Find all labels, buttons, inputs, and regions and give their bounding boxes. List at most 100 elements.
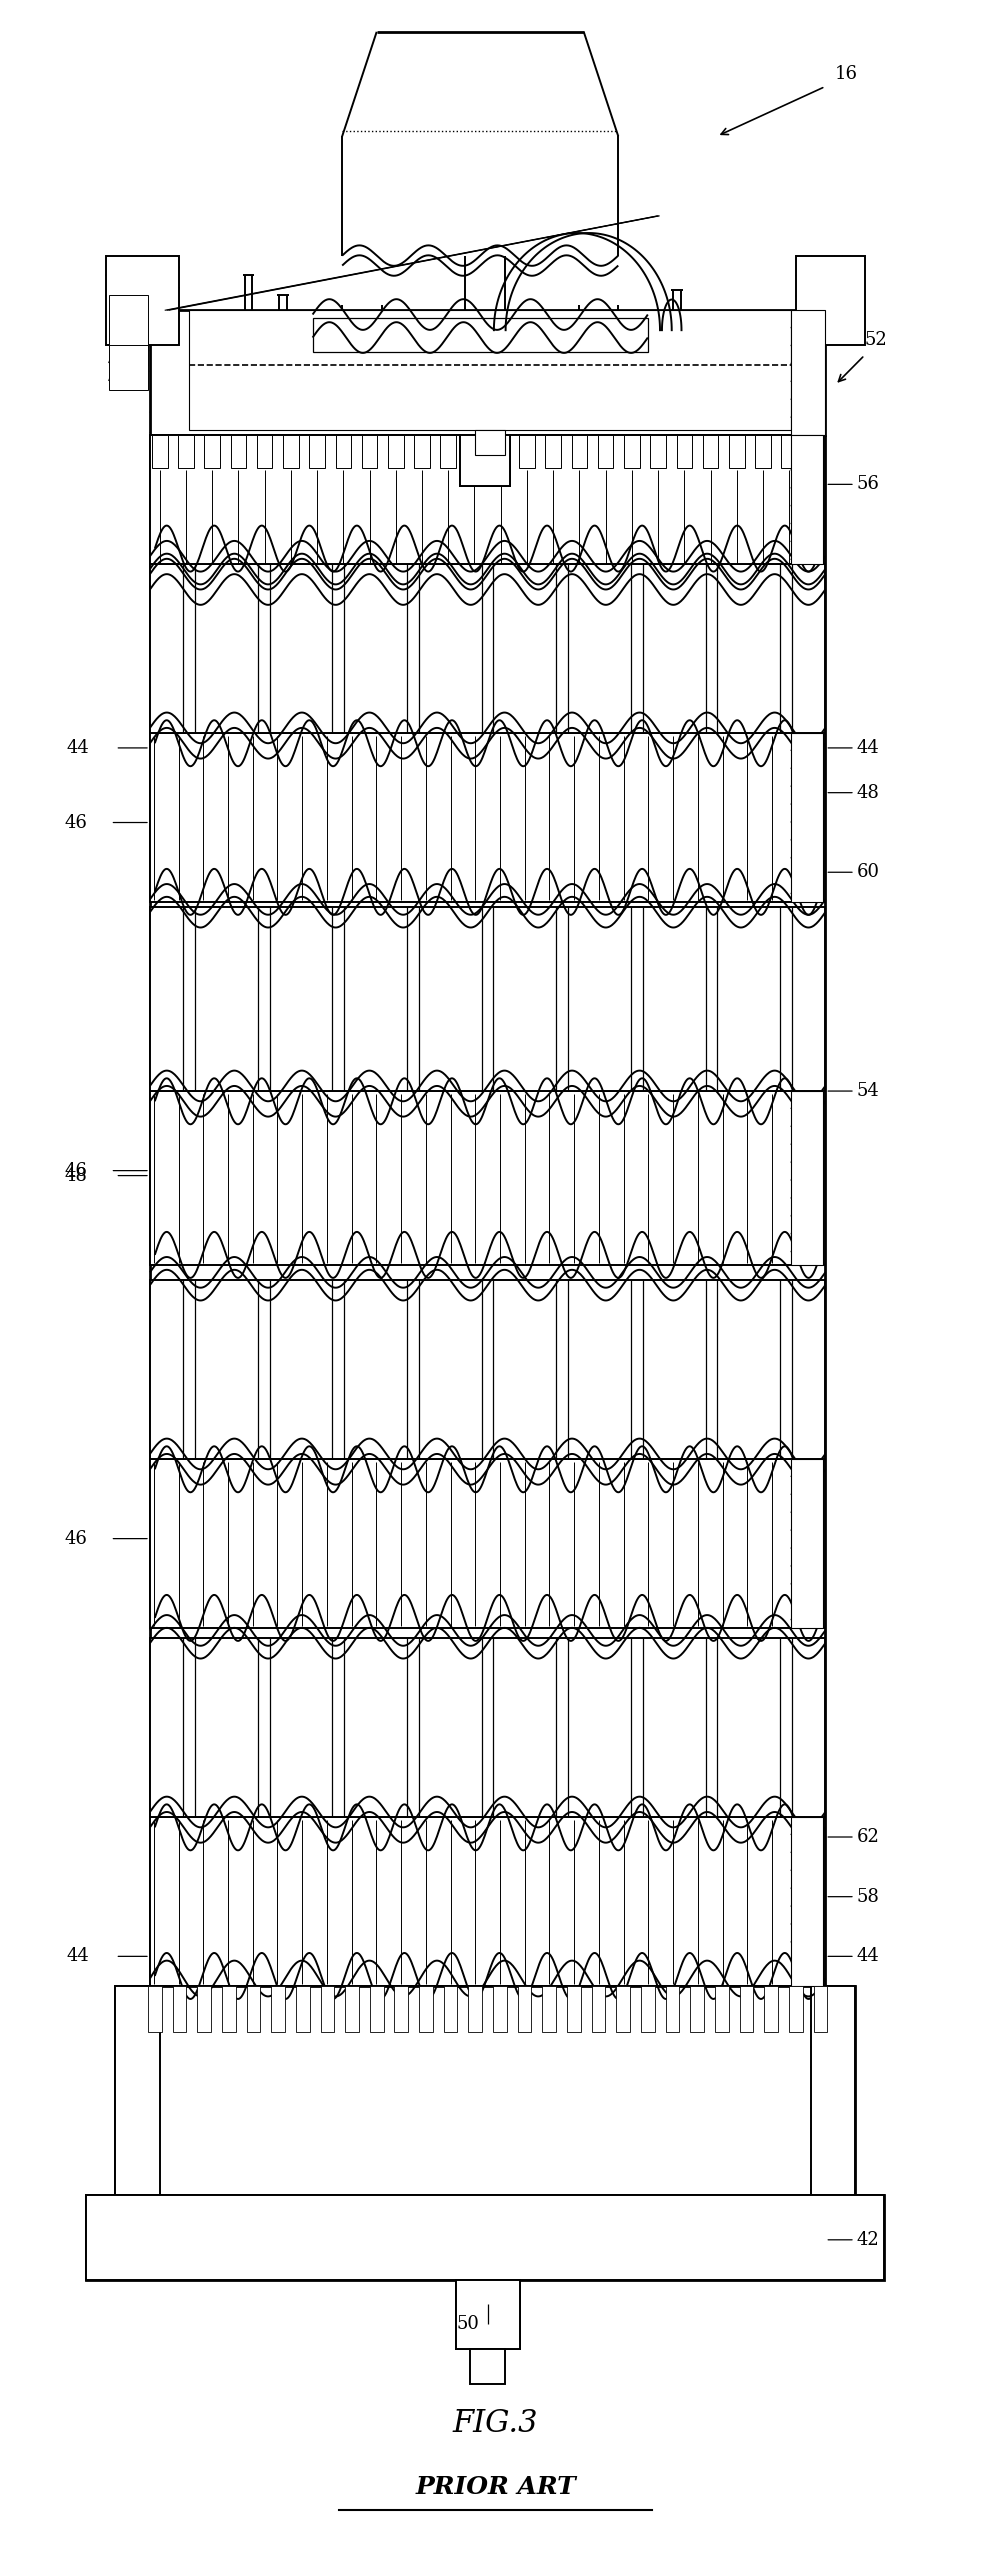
Bar [152, 434, 167, 468]
Text: 56: 56 [857, 476, 880, 494]
Bar [197, 1987, 211, 2031]
Bar [456, 2280, 519, 2350]
Bar [796, 255, 865, 345]
Bar [419, 1987, 433, 2031]
Bar [444, 1987, 458, 2031]
Bar [150, 733, 826, 902]
Text: 58: 58 [857, 1887, 880, 1905]
Bar [150, 311, 826, 434]
Bar [542, 1987, 556, 2031]
Text: 52: 52 [865, 332, 888, 350]
Bar [791, 733, 824, 902]
Bar [283, 434, 298, 468]
Bar [715, 1987, 728, 2031]
Bar [296, 1987, 309, 2031]
Bar [115, 1987, 160, 2196]
Text: 48: 48 [857, 784, 880, 802]
Text: 46: 46 [64, 812, 87, 830]
Bar [115, 1987, 855, 2196]
Text: 48: 48 [64, 1167, 87, 1185]
Text: 62: 62 [857, 1828, 880, 1846]
Bar [312, 319, 648, 352]
Bar [461, 434, 509, 486]
Text: 42: 42 [857, 2232, 880, 2250]
Bar [666, 1987, 680, 2031]
Bar [791, 311, 826, 434]
Bar [231, 434, 246, 468]
Bar [370, 1987, 384, 2031]
Bar [755, 434, 771, 468]
Text: 44: 44 [66, 738, 89, 756]
Bar [517, 1987, 531, 2031]
Bar [624, 434, 640, 468]
Text: PRIOR ART: PRIOR ART [415, 2476, 576, 2499]
Bar [519, 434, 535, 468]
Bar [150, 908, 826, 1090]
Bar [791, 1818, 824, 1987]
Bar [189, 311, 791, 429]
Bar [791, 1460, 824, 1627]
Bar [641, 1987, 655, 2031]
Bar [150, 1818, 826, 1987]
Bar [456, 2280, 519, 2350]
Bar [494, 1987, 506, 2031]
Bar [598, 434, 613, 468]
Bar [567, 1987, 581, 2031]
Bar [469, 1987, 483, 2031]
Bar [362, 434, 378, 468]
Text: 50: 50 [457, 2316, 480, 2334]
Bar [461, 434, 509, 486]
Bar [394, 1987, 408, 2031]
Bar [814, 1987, 827, 2031]
Bar [791, 434, 824, 563]
Text: 60: 60 [857, 864, 880, 882]
Bar [150, 1280, 826, 1460]
Bar [650, 434, 666, 468]
Bar [336, 434, 351, 468]
Bar [467, 434, 483, 468]
Text: 46: 46 [64, 1162, 87, 1180]
Bar [86, 2196, 885, 2280]
Bar [345, 1987, 359, 2031]
Text: 44: 44 [857, 1946, 880, 1964]
Bar [150, 434, 826, 563]
Bar [791, 1090, 824, 1265]
Bar [782, 434, 797, 468]
Text: FIG.3: FIG.3 [453, 2409, 538, 2440]
Bar [808, 434, 824, 468]
Bar [150, 563, 826, 733]
Bar [414, 434, 430, 468]
Bar [320, 1987, 334, 2031]
Bar [592, 1987, 606, 2031]
Bar [222, 1987, 236, 2031]
Text: 44: 44 [857, 738, 880, 756]
Bar [106, 255, 179, 345]
Bar [150, 1460, 826, 1627]
Bar [471, 2350, 504, 2383]
Bar [729, 434, 744, 468]
Text: 46: 46 [64, 1530, 87, 1548]
Bar [811, 1987, 855, 2196]
Bar [150, 1638, 826, 1818]
Bar [204, 434, 220, 468]
Text: 44: 44 [66, 1946, 89, 1964]
Bar [677, 434, 692, 468]
Bar [440, 434, 456, 468]
Bar [247, 1987, 261, 2031]
Bar [272, 1987, 284, 2031]
Bar [148, 1987, 162, 2031]
Text: 16: 16 [835, 64, 858, 82]
Bar [616, 1987, 630, 2031]
Bar [476, 429, 504, 455]
Bar [789, 1987, 803, 2031]
Bar [172, 1987, 186, 2031]
Bar [387, 434, 403, 468]
Bar [257, 434, 273, 468]
Bar [150, 1090, 826, 1265]
Bar [572, 434, 588, 468]
Bar [545, 434, 561, 468]
Bar [691, 1987, 704, 2031]
Bar [178, 434, 193, 468]
Bar [309, 434, 325, 468]
Text: 54: 54 [857, 1082, 880, 1100]
